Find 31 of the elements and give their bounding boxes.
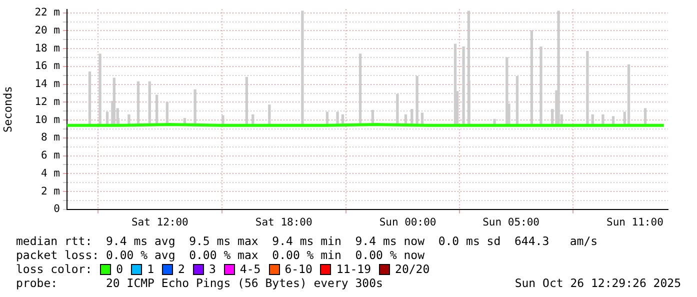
- y-tick-label: 14 m: [34, 78, 60, 90]
- y-tick-label: 2 m: [41, 185, 60, 198]
- x-tick-label: Sun 00:00: [379, 216, 436, 228]
- y-tick-label: 6 m: [41, 150, 60, 162]
- y-axis-title: Seconds: [1, 86, 14, 133]
- legend-label: 3: [208, 262, 216, 276]
- text: median rtt: 9.4 ms avg 9.5 ms max 9.4 ms min 9.4 ms now 0.0 ms sd 644.3 am/s: [16, 234, 598, 248]
- text: Sun Oct 26 12:29:26 2025: [514, 276, 681, 290]
- y-tick-label: 18 m: [34, 42, 60, 54]
- x-tick-label: Sat 18:00: [255, 216, 312, 228]
- legend-title: loss color:: [16, 262, 92, 276]
- y-tick-label: 22 m: [34, 6, 60, 19]
- legend-label: 4-5: [240, 262, 261, 276]
- text: probe: 20 ICMP Echo Pings (56 Bytes) every 300s: [16, 276, 383, 290]
- legend-label: 0: [116, 262, 124, 276]
- legend-label: 6-10: [284, 262, 312, 276]
- y-tick-label: 10 m: [34, 114, 60, 126]
- x-tick-label: Sun 05:00: [482, 216, 540, 228]
- y-tick-label: 20 m: [34, 24, 60, 36]
- y-tick-label: 12 m: [34, 96, 60, 108]
- y-tick-label: 16 m: [34, 60, 60, 72]
- legend-label: 2: [178, 262, 185, 276]
- y-tick-label: 8 m: [41, 132, 60, 144]
- y-tick-label: 4 m: [41, 167, 60, 180]
- legend-label: 1: [147, 262, 154, 276]
- legend-label: 20/20: [395, 262, 430, 276]
- legend-label: 11-19: [336, 262, 372, 276]
- x-tick-label: Sun 11:00: [606, 216, 664, 228]
- x-tick-label: Sat 12:00: [131, 216, 188, 228]
- text: packet loss: 0.00 % avg 0.00 % max 0.00 % min 0.00 % now: [16, 248, 424, 262]
- y-tick-label: 0: [54, 203, 60, 216]
